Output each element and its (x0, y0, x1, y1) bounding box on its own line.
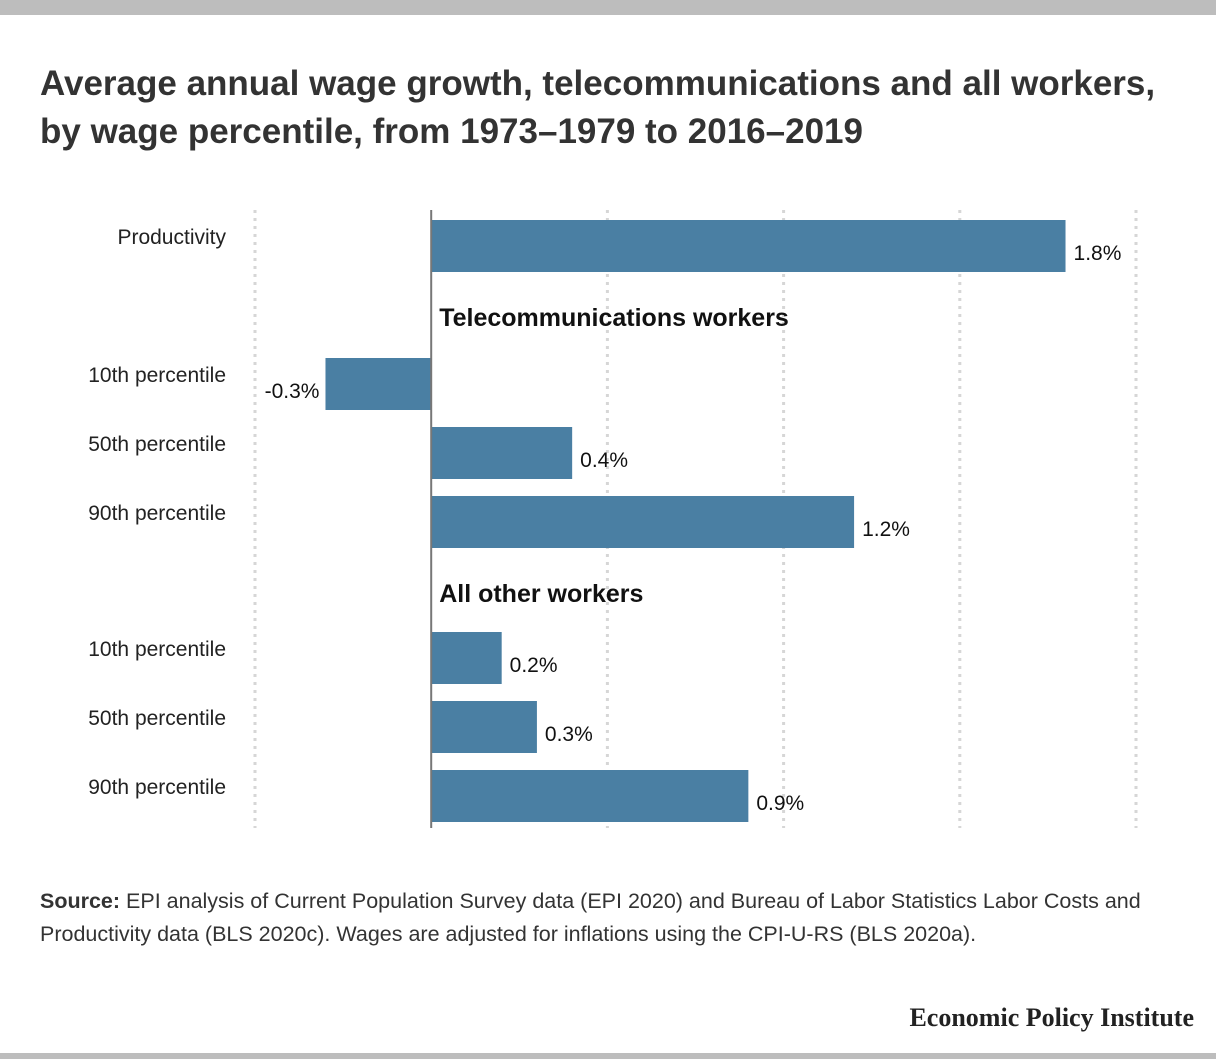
category-label: 90th percentile (88, 776, 226, 799)
data-label: 1.2% (862, 518, 910, 541)
bar (431, 496, 855, 548)
category-label: 90th percentile (88, 502, 226, 525)
bar (431, 632, 502, 684)
category-label: 10th percentile (88, 364, 226, 387)
bar-chart: Productivity 1.8% Telecommunications worke… (88, 210, 1138, 828)
category-label: 50th percentile (88, 707, 226, 730)
data-label: -0.3% (265, 380, 320, 403)
category-label: 10th percentile (88, 638, 226, 661)
data-label: 0.9% (756, 792, 804, 815)
top-border (0, 0, 1216, 15)
data-label: 0.2% (510, 654, 558, 677)
source-label: Source: (40, 889, 121, 913)
chart-title: Average annual wage growth, telecommunic… (40, 64, 1156, 151)
bar (431, 427, 573, 479)
group-label: Telecommunications workers (439, 304, 789, 332)
data-label: 0.3% (545, 723, 593, 746)
brand-logo: Economic Policy Institute (909, 1003, 1194, 1032)
bottom-border (0, 1053, 1216, 1059)
source-note: Source: EPI analysis of Current Populati… (40, 885, 1160, 951)
group-label: All other workers (439, 580, 643, 608)
category-label: 50th percentile (88, 433, 226, 456)
bar (431, 770, 749, 822)
bar (325, 358, 432, 410)
data-label: 1.8% (1074, 242, 1122, 265)
bar (431, 220, 1066, 272)
bar (431, 701, 537, 753)
source-text: EPI analysis of Current Population Surve… (40, 889, 1141, 946)
category-label: Productivity (117, 226, 226, 249)
data-label: 0.4% (580, 449, 628, 472)
